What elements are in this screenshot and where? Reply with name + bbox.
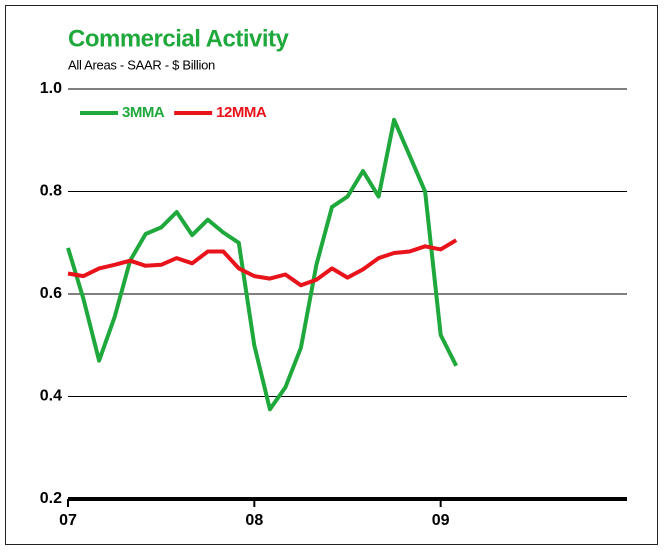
y-tick-label: 0.4 (40, 388, 62, 405)
x-tick-label: 08 (245, 512, 263, 529)
chart-subtitle: All Areas - SAAR - $ Billion (68, 57, 215, 72)
frame (5, 5, 658, 545)
x-tick-label: 09 (432, 512, 450, 529)
y-tick-label: 0.6 (40, 285, 62, 302)
legend-label: 3MMA (122, 104, 165, 121)
line-series (66, 117, 458, 412)
chart-title: Commercial Activity (68, 25, 290, 52)
y-tick-label: 0.2 (40, 490, 62, 507)
x-tick-label: 07 (59, 512, 77, 529)
y-tick-label: 0.8 (40, 183, 62, 200)
y-tick-label: 1.0 (40, 80, 62, 97)
legend-label: 12MMA (216, 104, 267, 121)
line-series (67, 238, 458, 288)
